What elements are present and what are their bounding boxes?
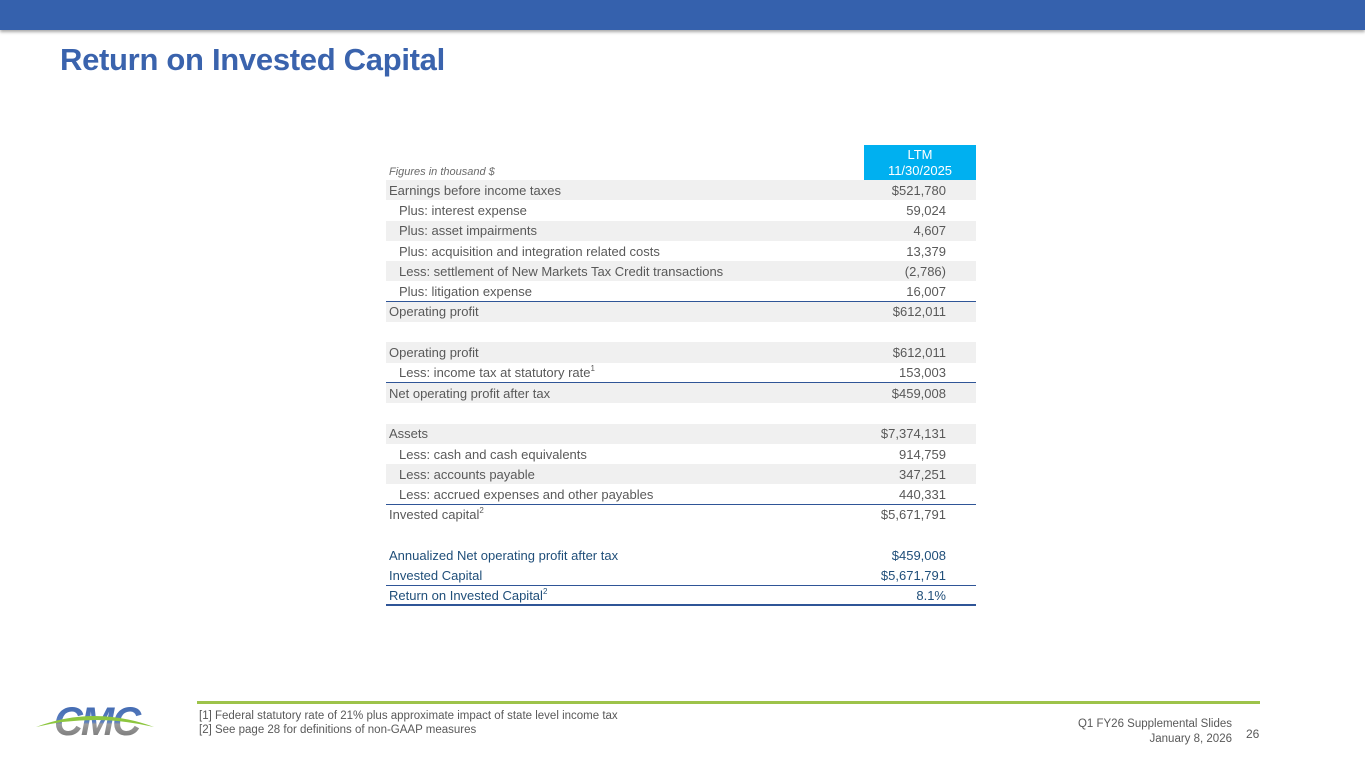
row-value: 13,379 (906, 243, 946, 259)
spacer-row (386, 322, 976, 342)
row-label-text: Return on Invested Capital (389, 587, 543, 603)
row-value: 16,007 (906, 283, 946, 299)
row-value: 4,607 (913, 223, 946, 239)
row-value: $612,011 (892, 345, 946, 361)
row-label: Invested capital2 (386, 506, 864, 523)
row-label-text: Earnings before income taxes (389, 182, 561, 198)
table-row: Annualized Net operating profit after ta… (386, 545, 976, 565)
table-row: Plus: litigation expense 16,007 (386, 281, 976, 302)
page-number: 26 (1246, 727, 1260, 741)
table-row: Plus: interest expense 59,024 (386, 200, 976, 220)
top-banner (0, 0, 1365, 30)
row-label-text: Assets (389, 426, 429, 442)
table-row: Plus: asset impairments 4,607 (386, 220, 976, 241)
row-value: (2,786) (904, 263, 946, 279)
row-value: 153,003 (899, 364, 946, 380)
row-label-text: Operating profit (389, 345, 479, 361)
row-value: 347,251 (899, 466, 946, 482)
row-value: $612,011 (892, 304, 946, 320)
row-label-text: Invested Capital (389, 567, 483, 583)
table-header: Figures in thousand $ LTM 11/30/2025 (386, 145, 976, 180)
row-label: Plus: acquisition and integration relate… (386, 244, 864, 259)
table-row: Less: income tax at statutory rate1 153,0… (386, 363, 976, 383)
row-label-text: Plus: litigation expense (399, 283, 532, 299)
row-value: 914,759 (899, 446, 946, 462)
footnote-ref: 2 (479, 506, 484, 516)
table-row: Plus: acquisition and integration relate… (386, 241, 976, 261)
row-value: $459,008 (891, 385, 946, 401)
table-row: Less: settlement of New Markets Tax Cred… (386, 261, 976, 282)
row-label: Plus: litigation expense (386, 284, 864, 299)
table-row: Invested Capital $5,671,791 (386, 566, 976, 586)
table-row: Less: accrued expenses and other payable… (386, 484, 976, 505)
footnotes: [1] Federal statutory rate of 21% plus a… (199, 710, 618, 736)
row-label-text: Less: cash and cash equivalents (399, 446, 587, 462)
cmc-logo: CMC (34, 700, 159, 745)
row-label-text: Plus: interest expense (399, 202, 527, 218)
row-label-text: Plus: asset impairments (399, 223, 537, 239)
row-value: $521,780 (891, 182, 946, 198)
table-row: Less: cash and cash equivalents 914,759 (386, 444, 976, 464)
row-value: $7,374,131 (880, 426, 946, 442)
row-label: Plus: asset impairments (386, 223, 864, 238)
table-row: Invested capital2 $5,671,791 (386, 505, 976, 525)
row-label: Less: accrued expenses and other payable… (386, 487, 864, 502)
row-value: 59,024 (906, 202, 946, 218)
row-value: $5,671,791 (880, 507, 946, 523)
row-label-text: Less: settlement of New Markets Tax Cred… (399, 263, 724, 279)
row-label-text: Annualized Net operating profit after ta… (389, 547, 619, 563)
row-label-text: Less: accrued expenses and other payable… (399, 486, 654, 502)
row-label: Return on Invested Capital2 (386, 586, 864, 603)
row-value: $5,671,791 (880, 567, 946, 583)
row-value: $459,008 (891, 547, 946, 563)
table-row: Assets $7,374,131 (386, 423, 976, 444)
footnote-ref: 2 (542, 586, 548, 596)
table-row: Operating profit $612,011 (386, 301, 976, 323)
page-title: Return on Invested Capital (60, 42, 445, 77)
table-row: Operating profit $612,011 (386, 342, 976, 363)
row-label-text: Less: accounts payable (399, 466, 535, 482)
table-row: Less: accounts payable 347,251 (386, 464, 976, 485)
table-row: Net operating profit after tax $459,008 (386, 382, 976, 404)
row-label-text: Less: income tax at statutory rate (399, 364, 591, 380)
row-label: Plus: interest expense (386, 203, 864, 218)
column-header-ltm: LTM 11/30/2025 (864, 145, 976, 180)
row-label: Operating profit (386, 345, 864, 360)
row-label: Earnings before income taxes (386, 183, 864, 198)
row-label-text: Invested capital (389, 507, 480, 523)
units-caption: Figures in thousand $ (389, 166, 495, 178)
table-row: Return on Invested Capital2 8.1% (386, 586, 976, 607)
row-label-text: Plus: acquisition and integration relate… (399, 243, 660, 259)
spacer-row (386, 525, 976, 545)
row-label: Less: cash and cash equivalents (386, 447, 864, 462)
row-label-text: Net operating profit after tax (389, 385, 551, 401)
row-label: Net operating profit after tax (386, 386, 864, 401)
row-label-text: Operating profit (389, 304, 479, 320)
row-label: Assets (386, 426, 864, 441)
row-label: Less: income tax at statutory rate1 (386, 363, 864, 380)
roic-table: Figures in thousand $ LTM 11/30/2025 Ear… (386, 145, 976, 607)
table-row: Earnings before income taxes $521,780 (386, 180, 976, 201)
row-label: Annualized Net operating profit after ta… (386, 548, 864, 563)
footnote-ref: 1 (590, 363, 595, 373)
row-label: Operating profit (386, 304, 864, 319)
row-label: Invested Capital (386, 568, 864, 583)
row-value: 440,331 (899, 486, 946, 502)
spacer-row (386, 403, 976, 423)
footer-info: Q1 FY26 Supplemental Slides January 8, 2… (1077, 718, 1232, 745)
footer-divider (197, 701, 1260, 704)
row-label: Less: settlement of New Markets Tax Cred… (386, 264, 864, 279)
row-label: Less: accounts payable (386, 467, 864, 482)
row-value: 8.1% (916, 587, 946, 603)
